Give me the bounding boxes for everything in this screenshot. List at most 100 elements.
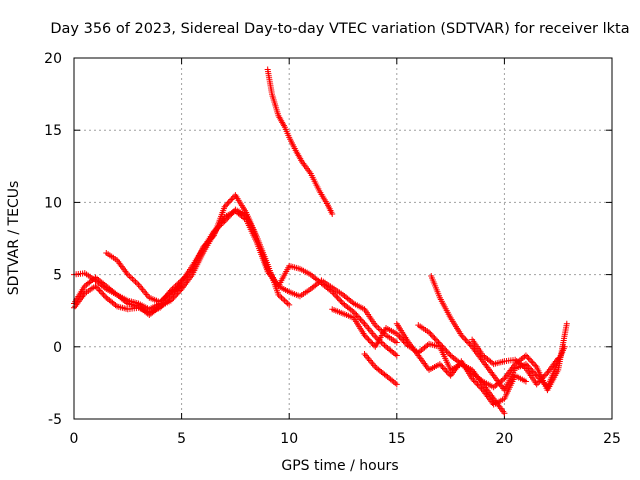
data-point <box>427 330 434 337</box>
data-point <box>443 348 450 355</box>
y-axis-label: SDTVAR / TECUs <box>6 181 22 296</box>
x-tick-label: 0 <box>70 431 79 447</box>
data-point <box>330 290 337 297</box>
data-points <box>71 66 570 417</box>
series-track-4 <box>103 249 185 306</box>
data-point <box>225 213 232 220</box>
data-point <box>535 379 542 386</box>
y-tick-label: 20 <box>44 51 62 67</box>
data-point <box>96 287 103 294</box>
data-point <box>130 277 137 284</box>
data-point <box>126 273 133 280</box>
data-point <box>444 369 451 376</box>
data-point <box>469 375 476 382</box>
data-point <box>461 335 468 342</box>
data-point <box>393 381 400 388</box>
x-tick-label: 5 <box>177 431 186 447</box>
data-point <box>530 361 537 368</box>
data-point <box>221 218 228 225</box>
data-point <box>444 349 451 356</box>
data-point <box>431 335 438 342</box>
data-point <box>228 196 235 203</box>
series-track-1 <box>71 208 400 346</box>
data-point <box>474 381 481 388</box>
data-point <box>396 333 403 340</box>
data-point <box>470 377 477 384</box>
data-point <box>430 333 437 340</box>
data-point <box>522 352 529 359</box>
data-point <box>354 313 361 320</box>
data-point <box>393 339 400 346</box>
data-point <box>201 242 208 249</box>
data-point <box>92 283 99 290</box>
x-tick-label: 10 <box>280 431 298 447</box>
y-tick-label: -5 <box>48 412 62 428</box>
data-point <box>205 238 212 245</box>
grid <box>74 58 612 419</box>
data-point <box>100 291 107 298</box>
data-point <box>539 375 546 382</box>
data-point <box>228 210 235 217</box>
data-point <box>397 335 404 342</box>
data-point <box>222 202 229 209</box>
data-point <box>393 352 400 359</box>
x-tick-label: 15 <box>388 431 406 447</box>
data-point <box>442 346 449 353</box>
x-axis-label: GPS time / hours <box>281 458 398 474</box>
data-point <box>541 372 548 379</box>
data-point <box>99 290 106 297</box>
data-point <box>443 368 450 375</box>
data-point <box>134 280 141 287</box>
data-point <box>227 197 234 204</box>
data-point <box>537 377 544 384</box>
data-point <box>364 335 371 342</box>
data-point <box>224 215 231 222</box>
data-point <box>555 355 562 362</box>
data-point <box>439 343 446 350</box>
data-point <box>286 301 293 308</box>
data-point <box>426 329 433 336</box>
data-point <box>221 203 228 210</box>
data-point <box>438 342 445 349</box>
data-point <box>178 283 185 290</box>
data-point <box>529 359 536 366</box>
data-point <box>280 296 287 303</box>
y-tick-label: 15 <box>44 123 62 139</box>
data-point <box>204 239 211 246</box>
data-point <box>436 361 443 368</box>
data-point <box>440 365 447 372</box>
data-point <box>202 241 209 248</box>
data-point <box>434 338 441 345</box>
chart-title: Day 356 of 2023, Sidereal Day-to-day VTE… <box>50 21 629 37</box>
y-tick-label: 10 <box>44 195 62 211</box>
data-point <box>200 244 207 251</box>
data-point <box>529 368 536 375</box>
data-point <box>360 319 367 326</box>
data-point <box>525 355 532 362</box>
data-point <box>229 195 236 202</box>
data-point <box>533 381 540 388</box>
data-point <box>329 210 336 217</box>
data-point <box>206 236 213 243</box>
data-point <box>362 333 369 340</box>
data-point <box>224 200 231 207</box>
data-point <box>428 332 435 339</box>
data-point <box>536 378 543 385</box>
data-point <box>478 385 485 392</box>
data-point <box>501 410 508 417</box>
data-point <box>335 296 342 303</box>
data-point <box>358 317 365 324</box>
data-point <box>337 297 344 304</box>
data-point <box>352 310 359 317</box>
series-track-5 <box>264 66 336 217</box>
data-point <box>329 288 336 295</box>
data-point <box>101 293 108 300</box>
data-point <box>225 199 232 206</box>
data-point <box>463 338 470 345</box>
data-point <box>459 333 466 340</box>
series-track-3 <box>71 192 400 359</box>
data-point <box>379 340 386 347</box>
data-point <box>95 286 102 293</box>
data-point <box>356 314 363 321</box>
data-point <box>533 372 540 379</box>
